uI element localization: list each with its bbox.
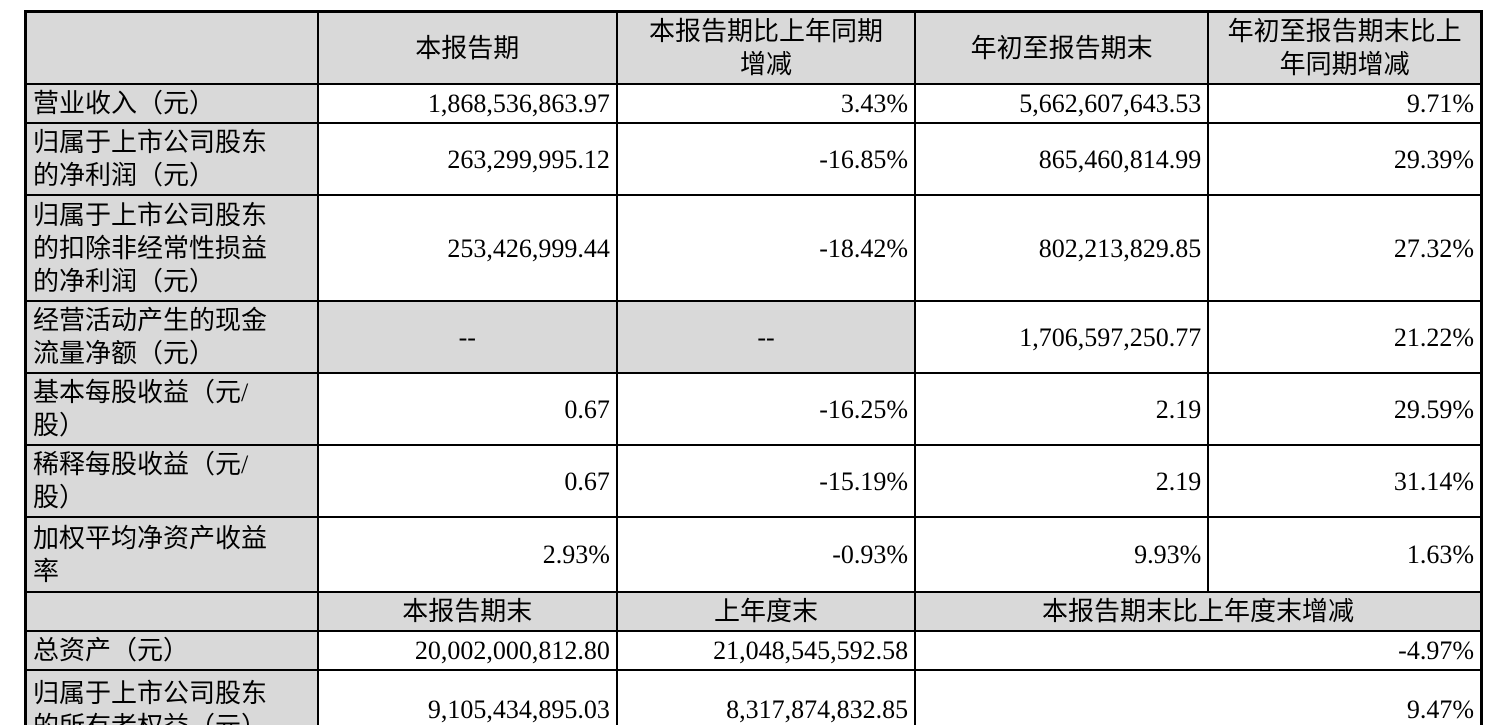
row-operating-cash-flow: 经营活动产生的现金 流量净额（元） -- -- 1,706,597,250.77… bbox=[24, 300, 1483, 374]
metric-label-cell: 归属于上市公司股东 的所有者权益（元） bbox=[24, 669, 319, 725]
value-cell: -16.25% bbox=[615, 372, 917, 446]
value-cell: 9.93% bbox=[914, 516, 1210, 593]
row-revenue: 营业收入（元） 1,868,536,863.97 3.43% 5,662,607… bbox=[24, 83, 1483, 124]
row-net-profit: 归属于上市公司股东 的净利润（元） 263,299,995.12 -16.85%… bbox=[24, 122, 1483, 196]
row-weighted-avg-roe: 加权平均净资产收益 率 2.93% -0.93% 9.93% 1.63% bbox=[24, 516, 1483, 593]
value-cell: 0.67 bbox=[316, 444, 618, 518]
value-cell: 1.63% bbox=[1207, 516, 1483, 593]
value-cell: 2.19 bbox=[914, 444, 1210, 518]
metric-label-cell: 稀释每股收益（元/ 股） bbox=[24, 444, 319, 518]
col-header-ytd: 年初至报告期末 bbox=[914, 10, 1210, 85]
value-cell: 865,460,814.99 bbox=[914, 122, 1210, 196]
value-cell: 1,868,536,863.97 bbox=[316, 83, 618, 124]
col-header-current-period-yoy: 本报告期比上年同期 增减 bbox=[615, 10, 917, 85]
row-total-assets: 总资产（元） 20,002,000,812.80 21,048,545,592.… bbox=[24, 630, 1483, 671]
metric-label-cell: 基本每股收益（元/ 股） bbox=[24, 372, 319, 446]
period-header-row: 本报告期 本报告期比上年同期 增减 年初至报告期末 年初至报告期末比上 年同期增… bbox=[24, 10, 1483, 85]
value-cell: 9,105,434,895.03 bbox=[316, 669, 618, 725]
value-cell: -4.97% bbox=[914, 630, 1483, 671]
col-header-prior-year-end: 上年度末 bbox=[615, 591, 917, 632]
col-header-period-end-change: 本报告期末比上年度末增减 bbox=[914, 591, 1483, 632]
value-cell: -18.42% bbox=[615, 194, 917, 302]
not-applicable-cell: -- bbox=[316, 300, 618, 374]
value-cell: 9.47% bbox=[914, 669, 1483, 725]
metric-label-cell: 总资产（元） bbox=[24, 630, 319, 671]
value-cell: 263,299,995.12 bbox=[316, 122, 618, 196]
value-cell: 20,002,000,812.80 bbox=[316, 630, 618, 671]
position-header-row: 本报告期末 上年度末 本报告期末比上年度末增减 bbox=[24, 591, 1483, 632]
value-cell: 253,426,999.44 bbox=[316, 194, 618, 302]
value-cell: -16.85% bbox=[615, 122, 917, 196]
value-cell: 802,213,829.85 bbox=[914, 194, 1210, 302]
value-cell: 21,048,545,592.58 bbox=[615, 630, 917, 671]
value-cell: 1,706,597,250.77 bbox=[914, 300, 1210, 374]
value-cell: 2.19 bbox=[914, 372, 1210, 446]
row-net-profit-excl-nonrecurring: 归属于上市公司股东 的扣除非经常性损益 的净利润（元） 253,426,999.… bbox=[24, 194, 1483, 302]
col-header-ytd-yoy: 年初至报告期末比上 年同期增减 bbox=[1207, 10, 1483, 85]
financial-summary-table: 本报告期 本报告期比上年同期 增减 年初至报告期末 年初至报告期末比上 年同期增… bbox=[24, 10, 1483, 725]
value-cell: 8,317,874,832.85 bbox=[615, 669, 917, 725]
blank-corner-cell bbox=[24, 591, 319, 632]
metric-label-cell: 营业收入（元） bbox=[24, 83, 319, 124]
value-cell: 29.39% bbox=[1207, 122, 1483, 196]
not-applicable-cell: -- bbox=[615, 300, 917, 374]
metric-label-cell: 归属于上市公司股东 的扣除非经常性损益 的净利润（元） bbox=[24, 194, 319, 302]
value-cell: -0.93% bbox=[615, 516, 917, 593]
value-cell: 3.43% bbox=[615, 83, 917, 124]
value-cell: -15.19% bbox=[615, 444, 917, 518]
metric-label-cell: 加权平均净资产收益 率 bbox=[24, 516, 319, 593]
metric-label-cell: 经营活动产生的现金 流量净额（元） bbox=[24, 300, 319, 374]
col-header-period-end: 本报告期末 bbox=[316, 591, 618, 632]
value-cell: 27.32% bbox=[1207, 194, 1483, 302]
col-header-current-period: 本报告期 bbox=[316, 10, 618, 85]
row-basic-eps: 基本每股收益（元/ 股） 0.67 -16.25% 2.19 29.59% bbox=[24, 372, 1483, 446]
row-diluted-eps: 稀释每股收益（元/ 股） 0.67 -15.19% 2.19 31.14% bbox=[24, 444, 1483, 518]
value-cell: 0.67 bbox=[316, 372, 618, 446]
value-cell: 21.22% bbox=[1207, 300, 1483, 374]
value-cell: 9.71% bbox=[1207, 83, 1483, 124]
row-equity-attributable: 归属于上市公司股东 的所有者权益（元） 9,105,434,895.03 8,3… bbox=[24, 669, 1483, 725]
value-cell: 29.59% bbox=[1207, 372, 1483, 446]
blank-corner-cell bbox=[24, 10, 319, 85]
value-cell: 5,662,607,643.53 bbox=[914, 83, 1210, 124]
value-cell: 2.93% bbox=[316, 516, 618, 593]
value-cell: 31.14% bbox=[1207, 444, 1483, 518]
metric-label-cell: 归属于上市公司股东 的净利润（元） bbox=[24, 122, 319, 196]
